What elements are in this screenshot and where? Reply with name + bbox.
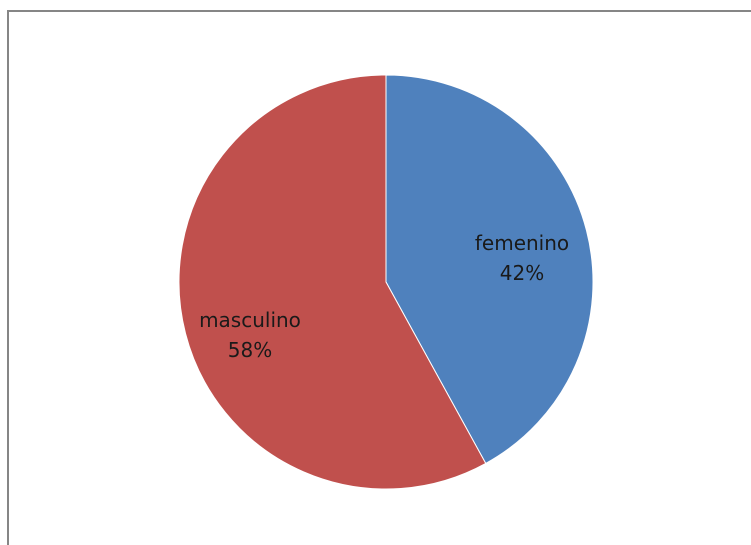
pie-slice-femenino (385, 74, 594, 465)
slice-percent-femenino: 42% (500, 261, 544, 285)
slice-labels: femenino 42% masculino 58% (199, 231, 569, 362)
slice-percent-masculino: 58% (228, 338, 272, 362)
pie-slice-masculino (178, 74, 487, 490)
slice-label-masculino: masculino (199, 308, 301, 332)
slice-label-femenino: femenino (475, 231, 569, 255)
pie-slices (178, 74, 594, 490)
